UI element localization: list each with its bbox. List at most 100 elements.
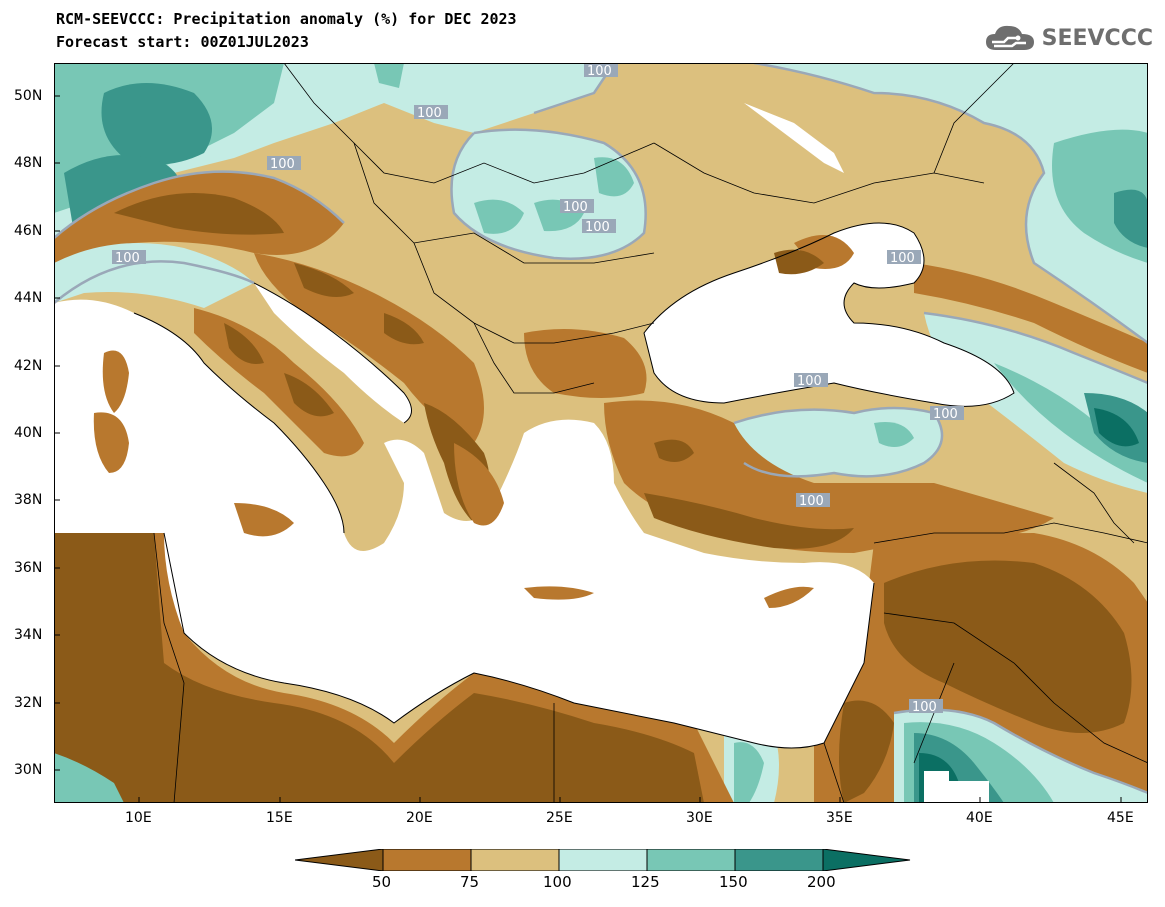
contour-label-text: 100	[797, 374, 822, 389]
colorbar-segment	[822, 849, 911, 871]
corsica-island	[102, 350, 129, 413]
contour-label: 100	[584, 63, 618, 79]
lat-label: 36N	[14, 560, 43, 576]
colorbar-segment	[646, 849, 736, 871]
anomaly-region	[474, 199, 524, 234]
lon-label: 15E	[266, 810, 293, 826]
contour-lines	[54, 63, 1148, 795]
anomaly-region	[734, 742, 764, 803]
contour-label: 100	[887, 250, 921, 266]
contour-label: 100	[582, 219, 616, 235]
logo-text: SEEVCCC	[1041, 25, 1153, 51]
contour-label: 100	[414, 105, 448, 121]
lat-label: 34N	[14, 627, 43, 643]
contour-label-text: 100	[417, 106, 442, 121]
contour-label: 100	[267, 156, 301, 172]
precipitation-anomaly-map: 100 100 100 100 100 100 100 100 100 100 …	[54, 63, 1148, 803]
contour-label: 100	[930, 406, 964, 422]
anomaly-region	[294, 263, 354, 297]
country-borders	[153, 63, 1148, 803]
colorbar-tick-label: 125	[631, 873, 660, 891]
anomaly-region	[874, 422, 914, 447]
anomaly-region	[224, 323, 264, 364]
contour-label: 100	[112, 250, 146, 266]
cyprus-island	[764, 586, 814, 608]
contour-label-text: 100	[563, 200, 588, 215]
lon-label: 45E	[1107, 810, 1134, 826]
anomaly-region	[654, 439, 694, 462]
colorbar-segment	[470, 849, 560, 871]
contour-label-text: 100	[270, 157, 295, 172]
lon-label: 25E	[546, 810, 573, 826]
no-data-patch	[924, 771, 989, 803]
anomaly-region	[1094, 408, 1139, 447]
anomaly-region	[374, 63, 404, 88]
lon-label: 30E	[686, 810, 713, 826]
colorbar-tick-label: 100	[543, 873, 572, 891]
colorbar-tick-label: 75	[460, 873, 480, 891]
anomaly-region	[384, 313, 424, 345]
seevccc-logo: SEEVCCC	[984, 22, 1153, 54]
anomaly-region	[884, 560, 1132, 733]
lat-label: 48N	[14, 155, 43, 171]
lon-label: 35E	[826, 810, 853, 826]
lat-label: 42N	[14, 358, 43, 374]
anomaly-region	[284, 373, 334, 417]
anomaly-region	[114, 193, 284, 235]
lon-label: 40E	[966, 810, 993, 826]
anomaly-region	[254, 253, 484, 443]
anomaly-region	[1114, 189, 1148, 248]
peloponnese	[454, 443, 504, 526]
anomaly-region	[839, 700, 894, 803]
lat-label: 50N	[14, 88, 43, 104]
lat-label: 30N	[14, 762, 43, 778]
contour-label: 100	[796, 493, 830, 509]
anomaly-region	[644, 493, 854, 549]
contour-label-text: 100	[585, 220, 610, 235]
contour-label-group: 100 100 100 100 100 100 100 100 100 100 …	[112, 63, 964, 715]
contour-label-text: 100	[890, 251, 915, 266]
anomaly-region	[914, 263, 1148, 373]
anomaly-region	[994, 363, 1148, 483]
anomaly-region	[334, 63, 614, 133]
black-sea	[644, 223, 1014, 407]
sicily-island	[234, 503, 294, 537]
lat-label: 46N	[14, 223, 43, 239]
anomaly-region	[54, 533, 704, 803]
lat-label: 40N	[14, 425, 43, 441]
anomaly-region	[54, 243, 254, 308]
crimea-core	[774, 249, 824, 275]
lat-label: 38N	[14, 492, 43, 508]
anomaly-region	[524, 329, 647, 398]
forecast-start-subtitle: Forecast start: 00Z01JUL2023	[56, 33, 309, 51]
colorbar-segment	[734, 849, 824, 871]
lat-label: 32N	[14, 695, 43, 711]
cloud-icon	[985, 25, 1034, 50]
colorbar-tick-label: 50	[372, 873, 392, 891]
colorbar-segment	[382, 849, 472, 871]
contour-label-text: 100	[799, 494, 824, 509]
colorbar-tick-label: 200	[807, 873, 836, 891]
no-data-patch	[744, 103, 844, 173]
anomaly-region	[54, 753, 124, 803]
colorbar	[295, 849, 911, 871]
contour-label-text: 100	[912, 700, 937, 715]
map-title: RCM-SEEVCCC: Precipitation anomaly (%) f…	[56, 10, 517, 28]
sardinia-island	[93, 412, 129, 473]
colorbar-segment	[295, 849, 384, 871]
contour-label: 100	[560, 199, 594, 215]
contour-label: 100	[909, 699, 943, 715]
anomaly-region	[101, 83, 212, 165]
contour-label-text: 100	[933, 407, 958, 422]
lon-label: 10E	[125, 810, 152, 826]
adriatic-sea	[254, 283, 412, 423]
crete-island	[524, 586, 594, 600]
lon-label: 20E	[406, 810, 433, 826]
contour-label: 100	[794, 373, 828, 389]
lat-label: 44N	[14, 290, 43, 306]
colorbar-segment	[558, 849, 648, 871]
anomaly-region	[594, 157, 634, 197]
contour-label-text: 100	[587, 64, 612, 79]
colorbar-tick-label: 150	[719, 873, 748, 891]
